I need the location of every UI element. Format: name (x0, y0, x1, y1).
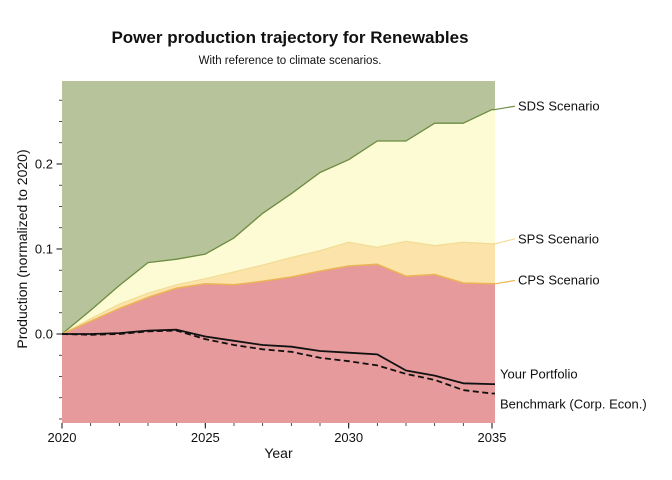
line-sds-scenario (61, 108, 495, 335)
band-sps-cps-band (62, 241, 495, 334)
band-cps-lower-region (62, 264, 495, 423)
connector-sds-scenario (494, 105, 516, 111)
y-tick-label: 0.0 (35, 326, 53, 341)
line-cps-scenario (61, 263, 495, 335)
x-tick-label: 2035 (478, 430, 507, 445)
band-sds-upper-region (62, 81, 495, 334)
line-benchmark-corp-econ (61, 329, 495, 395)
band-sds-sps-band (62, 109, 495, 334)
connector-cps-scenario (494, 279, 516, 285)
x-tick-label: 2020 (48, 430, 77, 445)
line-sps-scenario (61, 240, 495, 335)
x-tick-label: 2025 (191, 430, 220, 445)
x-tick-label: 2030 (334, 430, 363, 445)
y-tick-label: 0.1 (35, 241, 53, 256)
connector-sps-scenario (494, 238, 516, 245)
y-tick-label: 0.2 (35, 156, 53, 171)
